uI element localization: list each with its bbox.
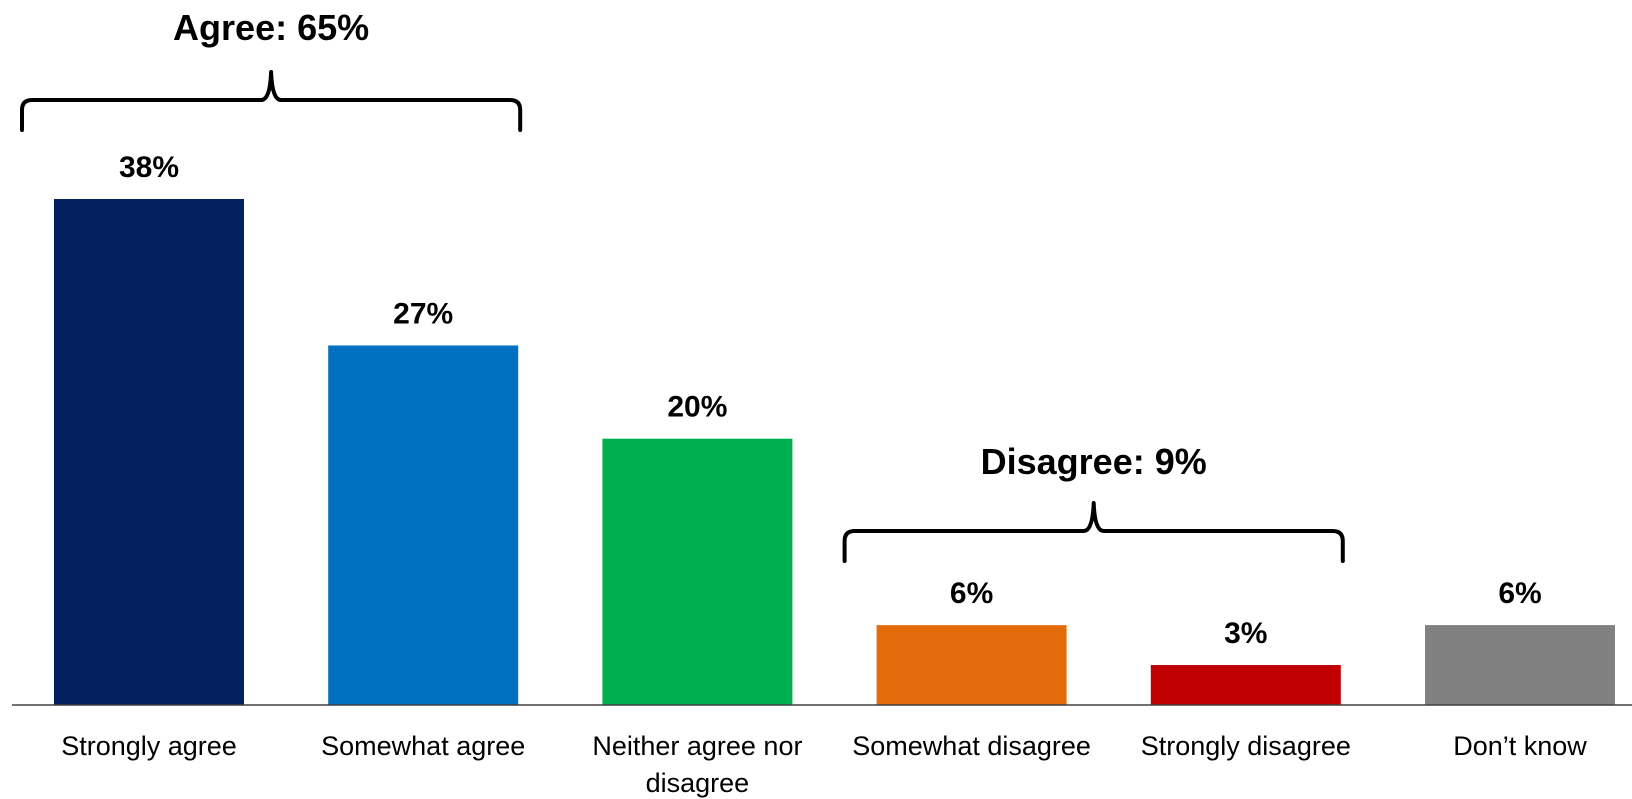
data-label: 38% (119, 151, 179, 184)
bar (54, 199, 244, 705)
category-label-line: Somewhat disagree (852, 731, 1091, 761)
data-label: 6% (1498, 577, 1541, 610)
category-label: Strongly agree (61, 731, 237, 761)
category-label-line: Strongly agree (61, 731, 237, 761)
category-label-line: Somewhat agree (321, 731, 525, 761)
bar (876, 625, 1067, 705)
category-labels: Strongly agree Somewhat agree Neither agre… (61, 731, 1587, 798)
category-label: Strongly disagree (1141, 731, 1351, 761)
bar (1150, 665, 1341, 705)
category-label: Don’t know (1453, 731, 1587, 761)
bar (328, 345, 519, 705)
category-label: Neither agree nor disagree (592, 731, 802, 798)
group-annotations: Agree: 65% Disagree: 9% (20, 7, 1345, 563)
bar (1425, 625, 1615, 705)
data-label: 3% (1224, 617, 1267, 650)
category-label-line: Neither agree nor (592, 731, 802, 761)
group-label: Disagree: 9% (981, 441, 1207, 482)
bars (54, 199, 1615, 705)
category-label-line: Strongly disagree (1141, 731, 1351, 761)
group-label: Agree: 65% (173, 7, 369, 48)
data-label: 6% (950, 577, 993, 610)
category-label-line: Don’t know (1453, 731, 1587, 761)
category-label-line: disagree (646, 768, 750, 798)
value-labels: 38% 27% 20% 6% 3% 6% (119, 151, 1542, 650)
data-label: 27% (393, 297, 453, 330)
group-bracket (842, 501, 1345, 563)
category-label: Somewhat agree (321, 731, 525, 761)
category-label: Somewhat disagree (852, 731, 1091, 761)
group-bracket (20, 70, 523, 132)
data-label: 20% (667, 391, 727, 424)
bar (602, 438, 793, 705)
